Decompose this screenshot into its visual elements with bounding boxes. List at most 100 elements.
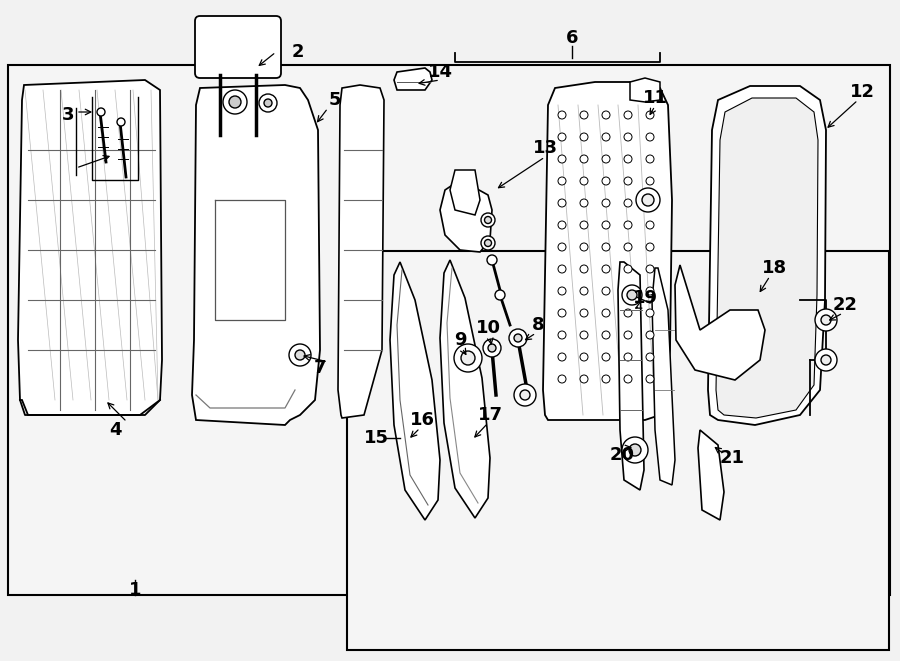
- Circle shape: [627, 290, 637, 300]
- Polygon shape: [440, 180, 492, 252]
- Circle shape: [646, 331, 654, 339]
- Circle shape: [624, 375, 632, 383]
- Text: 1: 1: [129, 581, 141, 599]
- Circle shape: [646, 243, 654, 251]
- Text: 14: 14: [428, 63, 453, 81]
- Text: 19: 19: [633, 289, 658, 307]
- Circle shape: [624, 309, 632, 317]
- Circle shape: [602, 331, 610, 339]
- Text: 21: 21: [719, 449, 744, 467]
- Circle shape: [624, 199, 632, 207]
- Polygon shape: [630, 78, 660, 102]
- Circle shape: [514, 384, 536, 406]
- Circle shape: [624, 177, 632, 185]
- Circle shape: [602, 177, 610, 185]
- Bar: [8, 65, 890, 595]
- Circle shape: [602, 375, 610, 383]
- Circle shape: [646, 265, 654, 273]
- Text: 3: 3: [62, 106, 74, 124]
- Polygon shape: [338, 85, 384, 418]
- Circle shape: [117, 118, 125, 126]
- Circle shape: [558, 265, 566, 273]
- Circle shape: [558, 331, 566, 339]
- Polygon shape: [192, 85, 320, 425]
- Circle shape: [580, 375, 588, 383]
- Circle shape: [602, 199, 610, 207]
- Circle shape: [646, 155, 654, 163]
- Circle shape: [580, 353, 588, 361]
- Polygon shape: [450, 170, 480, 215]
- Polygon shape: [698, 430, 724, 520]
- Circle shape: [97, 108, 105, 116]
- Circle shape: [624, 353, 632, 361]
- Circle shape: [646, 133, 654, 141]
- Circle shape: [624, 243, 632, 251]
- Text: 17: 17: [478, 406, 502, 424]
- Circle shape: [295, 350, 305, 360]
- Circle shape: [580, 177, 588, 185]
- Text: 10: 10: [475, 319, 500, 337]
- Circle shape: [622, 285, 642, 305]
- Circle shape: [580, 243, 588, 251]
- Circle shape: [580, 309, 588, 317]
- Circle shape: [481, 236, 495, 250]
- Circle shape: [558, 177, 566, 185]
- Text: 6: 6: [566, 29, 578, 47]
- Text: 18: 18: [761, 259, 787, 277]
- Circle shape: [821, 355, 831, 365]
- Circle shape: [558, 155, 566, 163]
- Circle shape: [580, 287, 588, 295]
- Circle shape: [602, 155, 610, 163]
- Circle shape: [646, 221, 654, 229]
- Circle shape: [646, 287, 654, 295]
- Circle shape: [636, 188, 660, 212]
- Polygon shape: [708, 86, 826, 425]
- Circle shape: [602, 243, 610, 251]
- Circle shape: [558, 199, 566, 207]
- Polygon shape: [543, 82, 672, 420]
- Circle shape: [646, 111, 654, 119]
- Text: 7: 7: [314, 359, 326, 377]
- Circle shape: [602, 309, 610, 317]
- Text: 4: 4: [109, 421, 122, 439]
- Circle shape: [624, 287, 632, 295]
- Circle shape: [624, 155, 632, 163]
- Circle shape: [483, 339, 501, 357]
- Circle shape: [461, 351, 475, 365]
- Circle shape: [558, 221, 566, 229]
- Circle shape: [509, 329, 527, 347]
- Circle shape: [646, 199, 654, 207]
- Circle shape: [484, 239, 491, 247]
- Text: 8: 8: [532, 316, 544, 334]
- Polygon shape: [618, 262, 644, 490]
- Circle shape: [558, 287, 566, 295]
- Polygon shape: [716, 98, 818, 418]
- Circle shape: [646, 353, 654, 361]
- Circle shape: [642, 194, 654, 206]
- Text: 9: 9: [454, 331, 466, 349]
- Polygon shape: [18, 80, 162, 415]
- Text: 22: 22: [832, 296, 858, 314]
- Circle shape: [487, 255, 497, 265]
- Text: 11: 11: [643, 89, 668, 107]
- Circle shape: [646, 375, 654, 383]
- Text: 15: 15: [364, 429, 389, 447]
- FancyBboxPatch shape: [195, 16, 281, 78]
- Text: 20: 20: [609, 446, 634, 464]
- Circle shape: [289, 344, 311, 366]
- Text: 16: 16: [410, 411, 435, 429]
- Polygon shape: [675, 265, 765, 380]
- Circle shape: [514, 334, 522, 342]
- Circle shape: [580, 111, 588, 119]
- Circle shape: [558, 309, 566, 317]
- Circle shape: [558, 353, 566, 361]
- Circle shape: [264, 99, 272, 107]
- Circle shape: [815, 309, 837, 331]
- Circle shape: [624, 265, 632, 273]
- Circle shape: [646, 177, 654, 185]
- Circle shape: [624, 331, 632, 339]
- Circle shape: [602, 353, 610, 361]
- Bar: [347, 251, 889, 650]
- Circle shape: [580, 199, 588, 207]
- Circle shape: [580, 265, 588, 273]
